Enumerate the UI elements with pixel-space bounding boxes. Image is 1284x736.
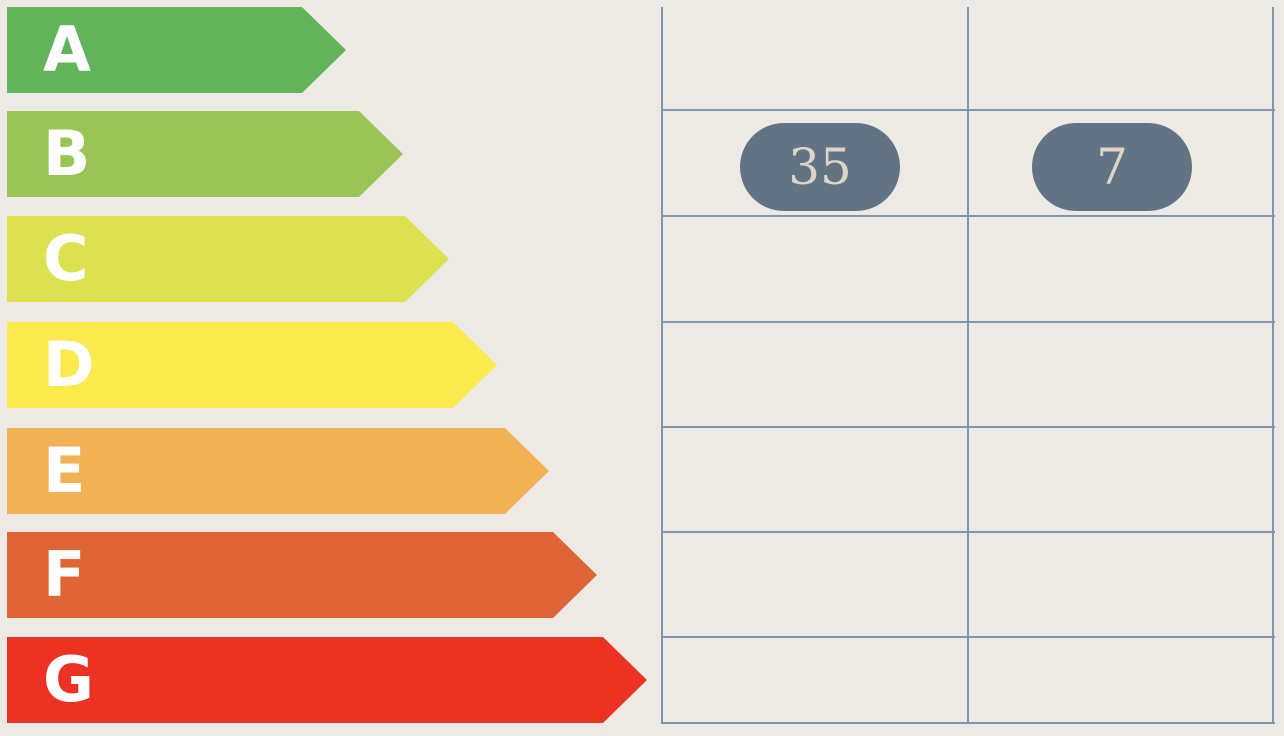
rating-arrow-c: C bbox=[7, 216, 449, 302]
grid-line bbox=[662, 215, 1275, 217]
grid-line bbox=[662, 722, 1275, 724]
grid-line bbox=[967, 7, 969, 724]
rating-arrow-d: D bbox=[7, 322, 497, 408]
rating-label: A bbox=[43, 13, 91, 86]
rating-label: E bbox=[43, 434, 86, 507]
rating-arrow-g: G bbox=[7, 637, 647, 723]
grid-line bbox=[662, 426, 1275, 428]
grid-line bbox=[662, 321, 1275, 323]
grid-line bbox=[662, 636, 1275, 638]
rating-arrow-e: E bbox=[7, 428, 549, 514]
rating-arrow-a: A bbox=[7, 7, 346, 93]
potential-rating-badge: 7 bbox=[1032, 123, 1192, 211]
grid-line bbox=[1272, 7, 1274, 724]
grid-line bbox=[662, 531, 1275, 533]
grid-line bbox=[661, 7, 663, 724]
rating-arrow-b: B bbox=[7, 111, 403, 197]
current-rating-badge: 35 bbox=[740, 123, 900, 211]
rating-arrow-f: F bbox=[7, 532, 597, 618]
rating-label: D bbox=[43, 328, 95, 401]
rating-label: B bbox=[43, 117, 91, 190]
rating-label: F bbox=[43, 538, 86, 611]
rating-label: G bbox=[43, 643, 94, 716]
grid-line bbox=[662, 109, 1275, 111]
rating-label: C bbox=[43, 222, 89, 295]
